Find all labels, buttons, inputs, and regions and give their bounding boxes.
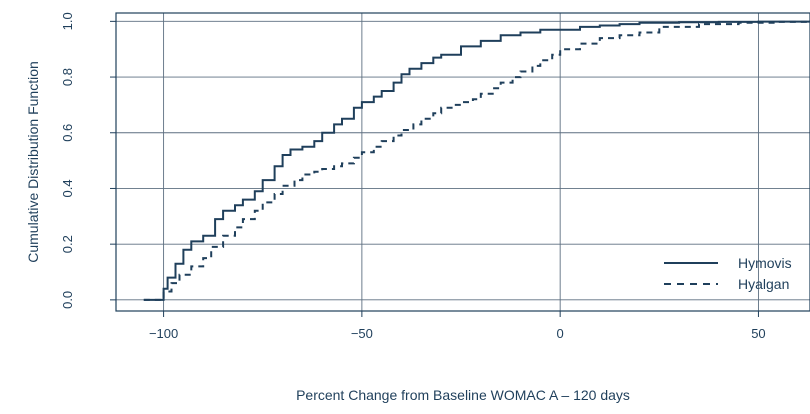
series-line-hymovis	[143, 20, 810, 301]
x-tick-label: −50	[351, 326, 373, 341]
x-tick-label: −100	[149, 326, 178, 341]
y-tick-label: 0.0	[60, 291, 75, 309]
legend-label-hymovis: Hymovis	[738, 255, 792, 271]
x-tick-label: 0	[557, 326, 564, 341]
plot-frame	[115, 12, 810, 312]
x-axis-title: Percent Change from Baseline WOMAC A – 1…	[296, 387, 630, 403]
y-tick-label: 0.8	[60, 68, 75, 86]
grid-lines	[116, 13, 810, 311]
y-tick-label: 0.6	[60, 124, 75, 142]
series-line-hyalgan	[143, 20, 810, 301]
axis-ticks: −100 −50 0 50 0.0 0.2 0.4 0.6 0.8 1.0	[60, 12, 766, 341]
series-lines	[143, 20, 810, 301]
y-tick-label: 0.2	[60, 235, 75, 253]
legend: Hymovis Hyalgan	[664, 255, 792, 292]
legend-label-hyalgan: Hyalgan	[738, 276, 789, 292]
y-tick-label: 0.4	[60, 179, 75, 197]
y-tick-label: 1.0	[60, 12, 75, 30]
x-tick-label: 50	[751, 326, 765, 341]
y-axis-title: Cumulative Distribution Function	[25, 61, 41, 263]
